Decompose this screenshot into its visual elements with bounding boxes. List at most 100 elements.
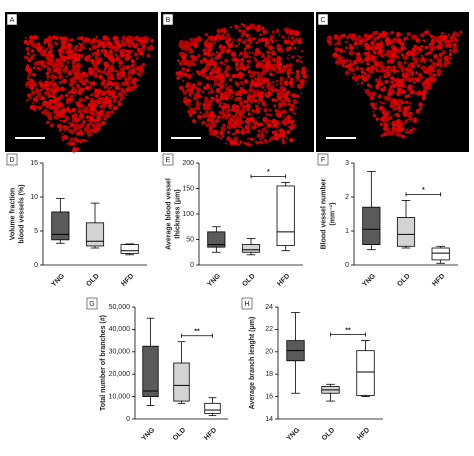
y-tick-label: 15 [30,160,38,167]
vessel-texture [48,94,53,98]
vessel-texture [29,57,32,61]
vessel-texture [383,35,386,39]
vessel-texture [395,102,400,106]
vessel-texture [98,56,103,61]
vessel-texture [328,42,332,46]
y-tick-label: 30,000 [109,349,131,356]
vessel-texture [257,38,262,43]
vessel-texture [292,99,298,104]
box [85,222,105,247]
vessel-texture [231,53,235,57]
vessel-texture [339,60,345,65]
vessel-texture [422,81,424,84]
vessel-texture [271,130,276,135]
vessel-texture [185,102,190,106]
vessel-texture [245,33,250,38]
vessel-texture [28,35,34,41]
vessel-texture [392,65,397,70]
vessel-texture [95,39,99,43]
vessel-texture [24,36,27,39]
box [204,402,221,414]
vessel-texture [219,137,222,140]
vessel-texture [134,35,139,40]
vessel-texture [215,94,219,98]
vessel-texture [219,92,224,96]
vessel-texture [186,98,192,103]
vessel-texture [59,53,62,56]
vessel-texture [119,52,124,57]
vessel-texture [26,99,29,102]
vessel-texture [250,94,253,98]
vessel-texture [384,39,390,44]
vessel-texture [377,69,381,73]
vessel-texture [77,42,80,45]
vessel-texture [396,105,401,111]
vessel-texture [242,56,245,59]
vessel-texture [34,37,37,40]
vessel-texture [354,36,357,39]
vessel-texture [404,72,408,76]
vessel-texture [390,31,394,35]
vessel-texture [365,54,368,56]
vessel-texture [244,38,248,42]
vessel-texture [283,28,286,31]
vessel-texture [229,140,235,146]
vessel-texture [69,122,75,128]
vessel-texture [292,39,297,44]
vessel-texture [37,92,41,97]
vessel-texture [219,84,225,89]
vessel-texture [216,135,219,139]
vessel-texture [384,116,390,122]
vessel-texture [412,91,415,93]
vessel-texture [256,61,259,64]
vessel-texture [197,81,202,87]
vessel-texture [103,40,107,43]
vessel-texture [103,70,107,74]
vessel-texture [297,55,300,57]
micrograph: C [316,12,469,152]
vessel-texture [384,79,389,84]
vessel-texture [138,73,142,77]
vessel-texture [76,65,80,68]
vessel-texture [419,104,423,107]
vessel-texture [360,70,365,74]
vessel-texture [57,57,63,63]
vessel-texture [288,80,294,85]
vessel-texture [247,92,251,96]
panel-label-box [86,297,98,310]
vessel-texture [372,110,375,113]
vessel-texture [46,71,49,75]
vessel-texture [406,128,409,131]
y-axis-label: Total number of branches (#) [100,315,107,411]
vessel-texture [76,84,81,89]
vessel-texture [103,67,107,71]
vessel-texture [192,72,195,75]
x-tick-label: YNG [286,426,302,442]
vessel-texture [295,106,298,109]
x-tick-label: OLD [172,427,187,442]
vessel-texture [47,105,52,109]
vessel-texture [75,147,80,152]
vessel-texture [379,52,383,57]
vessel-texture [375,102,378,105]
vessel-texture [73,46,78,52]
vessel-texture [220,81,224,85]
vessel-texture [348,45,354,51]
vessel-texture [210,58,214,63]
vessel-texture [372,64,378,70]
vessel-texture [66,42,73,48]
vessel-texture [94,110,98,113]
vessel-texture [438,38,443,43]
vessel-texture [106,37,111,42]
vessel-texture [386,128,390,132]
vessel-texture [65,93,69,97]
vessel-texture [111,88,114,91]
vessel-texture [205,39,208,42]
box [51,211,70,241]
vessel-texture [141,54,144,57]
vessel-texture [112,43,115,45]
panel-label-box [317,153,329,166]
vessel-texture [46,75,50,79]
vessel-texture [243,47,247,51]
vessel-texture [238,29,242,33]
